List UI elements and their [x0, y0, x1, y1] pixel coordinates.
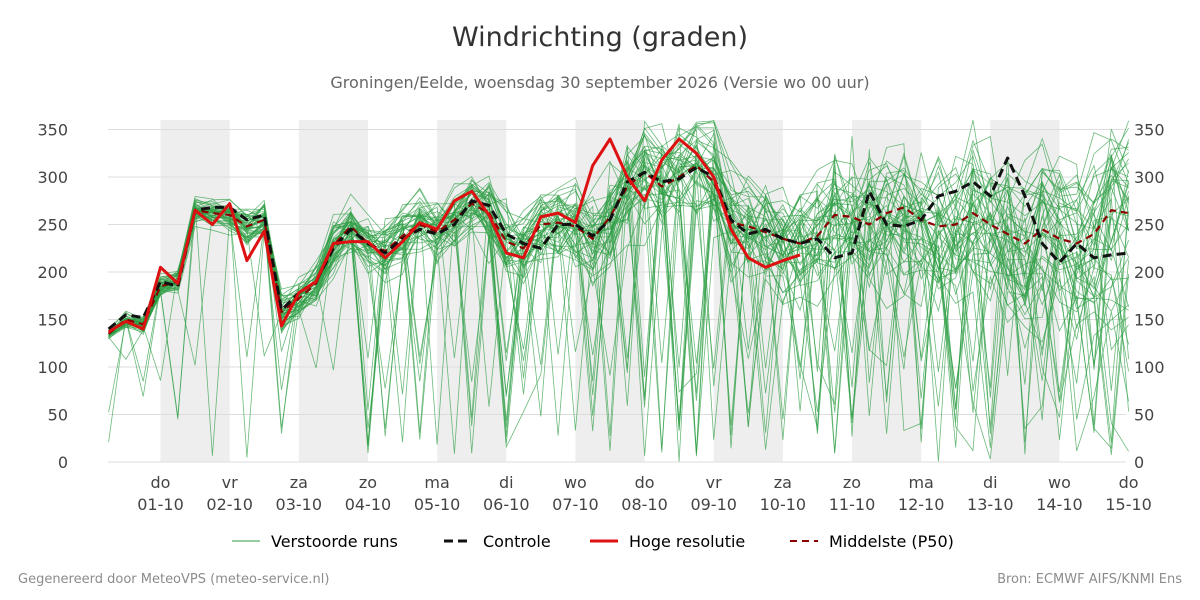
legend: Verstoorde runs Controle Hoge resolutie Mid…: [232, 532, 954, 551]
x-tick-day-12: di: [983, 473, 998, 492]
y-axis-left: 0 50 100 150 200 250 300 350: [37, 121, 68, 473]
hires-line: [107, 137, 801, 334]
x-tick-date-10: 11-10: [829, 495, 876, 514]
y-tick-right-250: 250: [1134, 216, 1165, 235]
x-tick-date-4: 05-10: [414, 495, 461, 514]
x-tick-day-3: zo: [359, 473, 377, 492]
legend-label-3: Middelste (P50): [829, 532, 954, 551]
y-tick-left-50: 50: [48, 406, 68, 425]
x-tick-date-7: 08-10: [621, 495, 668, 514]
y-tick-right-100: 100: [1134, 358, 1165, 377]
y-tick-right-0: 0: [1134, 453, 1144, 472]
x-tick-day-6: wo: [564, 473, 587, 492]
x-tick-date-8: 09-10: [690, 495, 737, 514]
x-tick-day-9: za: [774, 473, 792, 492]
x-tick-date-13: 14-10: [1036, 495, 1083, 514]
y-tick-right-150: 150: [1134, 311, 1165, 330]
x-tick-day-14: do: [1119, 473, 1139, 492]
x-tick-day-10: zo: [843, 473, 861, 492]
y-tick-left-350: 350: [37, 121, 68, 140]
legend-label-1: Controle: [483, 532, 551, 551]
y-axis-right: 0 50 100 150 200 250 300 350: [1134, 121, 1165, 473]
x-tick-date-0: 01-10: [137, 495, 184, 514]
main-series: [107, 137, 1129, 335]
x-tick-date-1: 02-10: [206, 495, 253, 514]
legend-label-0: Verstoorde runs: [271, 532, 398, 551]
x-tick-date-2: 03-10: [276, 495, 323, 514]
ensemble-run-35: [108, 127, 1129, 437]
x-tick-day-13: wo: [1048, 473, 1071, 492]
x-tick-day-7: do: [635, 473, 655, 492]
x-tick-date-14: 15-10: [1105, 495, 1152, 514]
footer-source: Bron: ECMWF AIFS/KNMI Ens: [997, 572, 1182, 587]
x-tick-day-0: do: [151, 473, 171, 492]
x-tick-date-3: 04-10: [345, 495, 392, 514]
ensemble-run-47: [108, 143, 1129, 449]
control-line: [107, 156, 1129, 331]
x-tick-day-5: di: [499, 473, 514, 492]
x-tick-day-4: ma: [424, 473, 449, 492]
x-tick-day-8: vr: [706, 473, 722, 492]
y-tick-left-200: 200: [37, 263, 68, 282]
y-tick-right-50: 50: [1134, 406, 1154, 425]
chart-subtitle: Groningen/Eelde, woensdag 30 september 2…: [330, 73, 870, 92]
y-tick-left-0: 0: [58, 453, 68, 472]
footer-generated-by: Gegenereerd door MeteoVPS (meteo-service…: [18, 572, 330, 587]
x-axis: do 01-10 vr 02-10 za 03-10 zo 04-10 ma 05-10 di 06-…: [137, 473, 1152, 514]
y-tick-right-350: 350: [1134, 121, 1165, 140]
y-tick-left-250: 250: [37, 216, 68, 235]
x-tick-day-2: za: [290, 473, 308, 492]
x-tick-day-11: ma: [908, 473, 933, 492]
x-tick-day-1: vr: [222, 473, 238, 492]
y-tick-left-100: 100: [37, 358, 68, 377]
ensemble-run-49: [108, 119, 1129, 428]
y-tick-left-300: 300: [37, 168, 68, 187]
x-tick-date-12: 13-10: [967, 495, 1014, 514]
legend-label-2: Hoge resolutie: [629, 532, 745, 551]
y-tick-left-150: 150: [37, 311, 68, 330]
y-tick-right-300: 300: [1134, 168, 1165, 187]
y-tick-right-200: 200: [1134, 263, 1165, 282]
x-tick-date-11: 12-10: [898, 495, 945, 514]
x-tick-date-5: 06-10: [483, 495, 530, 514]
x-tick-date-9: 10-10: [760, 495, 807, 514]
chart-title: Windrichting (graden): [451, 22, 749, 53]
x-tick-date-6: 07-10: [552, 495, 599, 514]
